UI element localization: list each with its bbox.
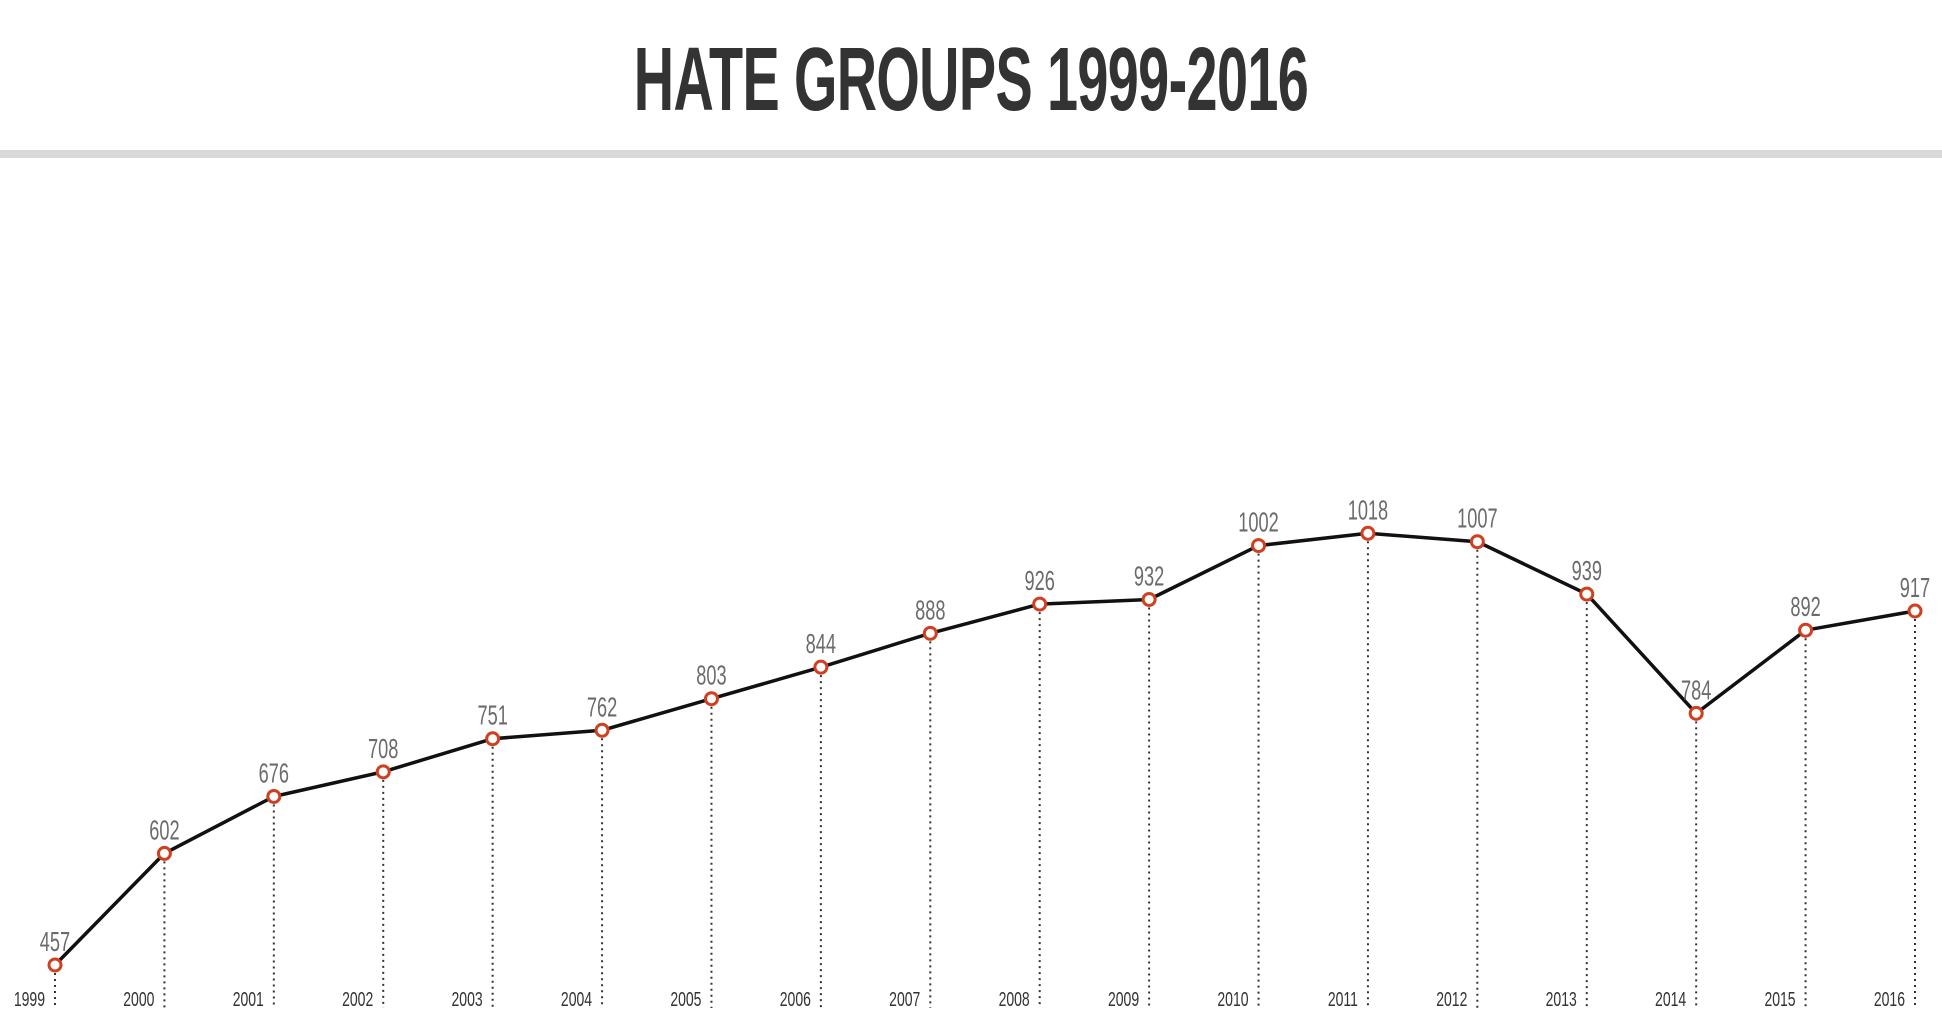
value-label-2000: 602 — [149, 816, 179, 847]
year-label-2004: 2004 — [561, 987, 592, 1010]
data-point-2008 — [1032, 596, 1048, 612]
data-point-2007 — [922, 625, 938, 641]
value-labels: 457 602 676 708 751 762 803 844 888 926 932 1002 101… — [40, 496, 1930, 959]
value-label-2015: 892 — [1790, 593, 1820, 624]
value-label-2003: 751 — [477, 701, 507, 732]
data-point-2012 — [1469, 534, 1485, 550]
data-point-2001 — [266, 788, 282, 804]
data-point-2006 — [813, 659, 829, 675]
data-point-2003 — [485, 731, 501, 747]
year-label-2003: 2003 — [452, 987, 483, 1010]
year-label-2001: 2001 — [233, 987, 264, 1010]
year-label-2000: 2000 — [123, 987, 154, 1010]
data-point-2015 — [1798, 622, 1814, 638]
value-label-2006: 844 — [806, 629, 836, 660]
year-label-2005: 2005 — [670, 987, 701, 1010]
value-label-2004: 762 — [587, 693, 617, 724]
year-label-2014: 2014 — [1655, 987, 1686, 1010]
chart-title: HATE GROUPS 1999-2016 — [633, 30, 1309, 130]
header: HATE GROUPS 1999-2016 — [0, 0, 1942, 150]
value-label-2008: 926 — [1025, 566, 1055, 597]
data-point-2013 — [1579, 586, 1595, 602]
value-label-2011: 1018 — [1348, 496, 1388, 527]
value-label-2013: 939 — [1572, 556, 1602, 587]
year-label-2011: 2011 — [1328, 987, 1358, 1010]
data-point-1999 — [47, 957, 63, 973]
year-label-2015: 2015 — [1764, 987, 1795, 1010]
value-label-2005: 803 — [696, 661, 726, 692]
data-point-2002 — [375, 764, 391, 780]
guide-lines — [54, 541, 1916, 1008]
year-label-2013: 2013 — [1546, 987, 1577, 1010]
year-labels: 1999 2000 2001 2002 2003 2004 2005 2006 2007 2008… — [14, 987, 1905, 1010]
value-label-2010: 1002 — [1238, 508, 1278, 539]
value-label-2007: 888 — [915, 596, 945, 627]
value-label-2016: 917 — [1900, 573, 1930, 604]
year-label-2016: 2016 — [1874, 987, 1905, 1010]
data-point-2009 — [1141, 591, 1157, 607]
data-point-2011 — [1360, 525, 1376, 541]
data-point-2016 — [1907, 603, 1923, 619]
header-divider — [0, 150, 1942, 158]
data-point-2005 — [703, 691, 719, 707]
year-label-2009: 2009 — [1108, 987, 1139, 1010]
value-label-2014: 784 — [1681, 676, 1711, 707]
value-label-1999: 457 — [40, 927, 70, 958]
year-label-2008: 2008 — [999, 987, 1030, 1010]
year-label-2010: 2010 — [1217, 987, 1248, 1010]
value-label-2002: 708 — [368, 734, 398, 765]
data-point-2014 — [1688, 705, 1704, 721]
data-point-2004 — [594, 722, 610, 738]
data-line — [53, 531, 1916, 967]
value-label-2001: 676 — [259, 759, 289, 790]
value-label-2012: 1007 — [1457, 504, 1497, 535]
data-point-2000 — [156, 845, 172, 861]
year-label-2007: 2007 — [889, 987, 920, 1010]
year-label-2012: 2012 — [1436, 987, 1467, 1010]
year-label-2006: 2006 — [780, 987, 811, 1010]
year-label-2002: 2002 — [342, 987, 373, 1010]
data-markers — [47, 525, 1923, 973]
year-label-1999: 1999 — [14, 987, 45, 1010]
data-point-2010 — [1251, 538, 1267, 554]
value-label-2009: 932 — [1134, 562, 1164, 593]
